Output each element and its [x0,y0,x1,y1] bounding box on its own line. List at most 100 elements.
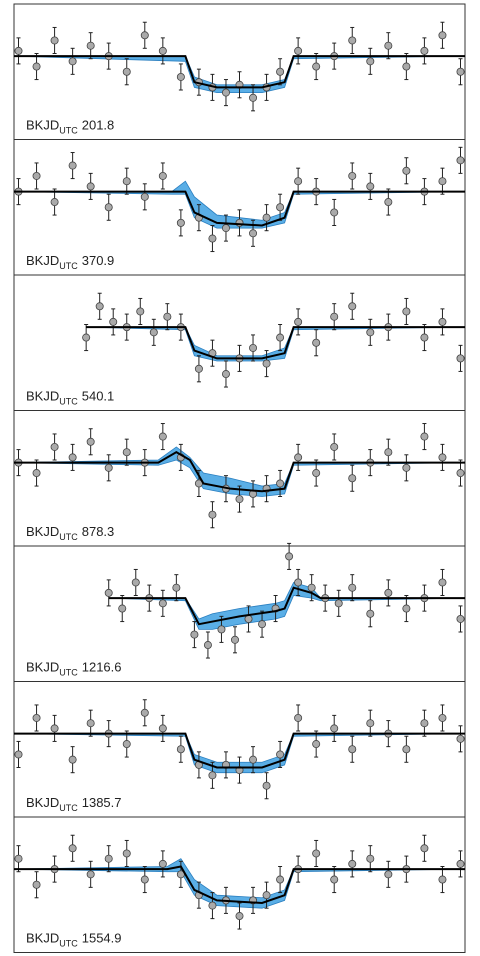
label-prefix: BKJD [26,795,59,810]
data-point [82,333,91,342]
data-point [456,469,465,478]
data-point [95,302,104,311]
label-prefix: BKJD [26,524,59,539]
data-point [366,854,375,863]
data-point [68,755,77,764]
data-point [176,72,185,81]
data-point [140,875,149,884]
data-point [158,46,167,55]
data-point [235,218,244,227]
data-point [14,750,23,759]
data-point [402,307,411,316]
data-point [348,302,357,311]
data-point [438,875,447,884]
panel-label: BKJDUTC 540.1 [26,389,114,407]
data-point [32,880,41,889]
data-point [276,875,285,884]
data-point [262,891,271,900]
model-line [14,451,465,493]
data-point [384,41,393,50]
data-point [50,442,59,451]
data-point [438,453,447,462]
data-point [158,724,167,733]
data-point [249,229,258,238]
data-point [384,198,393,207]
data-point [221,224,230,233]
data-point [312,338,321,347]
data-point [420,432,429,441]
data-point [244,614,253,623]
panel-label: BKJDUTC 1216.6 [26,660,122,678]
label-time: 1385.7 [82,795,122,810]
data-point [86,41,95,50]
data-point [285,552,294,561]
data-point [68,161,77,170]
data-point [456,859,465,868]
data-point [14,46,23,55]
data-point [366,719,375,728]
data-point [438,713,447,722]
label-prefix: BKJD [26,931,59,946]
data-point [438,31,447,40]
data-point [366,328,375,337]
data-point [438,317,447,326]
data-point [294,46,303,55]
data-point [330,442,339,451]
data-point [262,781,271,790]
data-point [312,469,321,478]
data-point [312,740,321,749]
label-sub: UTC [59,397,78,407]
data-point [158,859,167,868]
data-point [158,599,167,608]
data-point [176,745,185,754]
data-point [149,328,158,337]
data-point [456,614,465,623]
data-point [230,635,239,644]
panel-label: BKJDUTC 201.8 [26,118,114,136]
data-point [348,171,357,180]
model-line [14,55,465,89]
label-prefix: BKJD [26,660,59,675]
data-point [122,448,131,457]
data-point [402,745,411,754]
data-point [190,630,199,639]
panel-label: BKJDUTC 1385.7 [26,795,122,813]
data-point [402,604,411,613]
label-sub: UTC [59,261,78,271]
data-point [420,719,429,728]
data-point [136,307,145,316]
data-point [312,62,321,71]
data-point [176,218,185,227]
model-line [108,586,465,626]
data-point [307,583,316,592]
data-point [420,46,429,55]
label-prefix: BKJD [26,253,59,268]
data-point [122,849,131,858]
data-point [50,36,59,45]
data-point [208,510,217,519]
panel-label: BKJDUTC 1554.9 [26,931,122,949]
data-point [366,609,375,618]
data-point [221,370,230,379]
data-point [122,67,131,76]
data-point [203,641,212,650]
label-time: 878.3 [82,524,115,539]
label-time: 1554.9 [82,931,122,946]
model-line [14,865,465,905]
data-point [348,859,357,868]
data-point [249,93,258,102]
data-point [258,620,267,629]
label-time: 201.8 [82,118,115,133]
data-point [384,448,393,457]
data-point [249,343,258,352]
data-point [118,604,127,613]
model-line [14,190,465,227]
panel-label: BKJDUTC 878.3 [26,524,114,542]
data-point [158,171,167,180]
data-point [32,171,41,180]
data-point [208,771,217,780]
data-point [438,177,447,186]
data-point [294,578,303,587]
data-point [86,182,95,191]
data-point [420,844,429,853]
